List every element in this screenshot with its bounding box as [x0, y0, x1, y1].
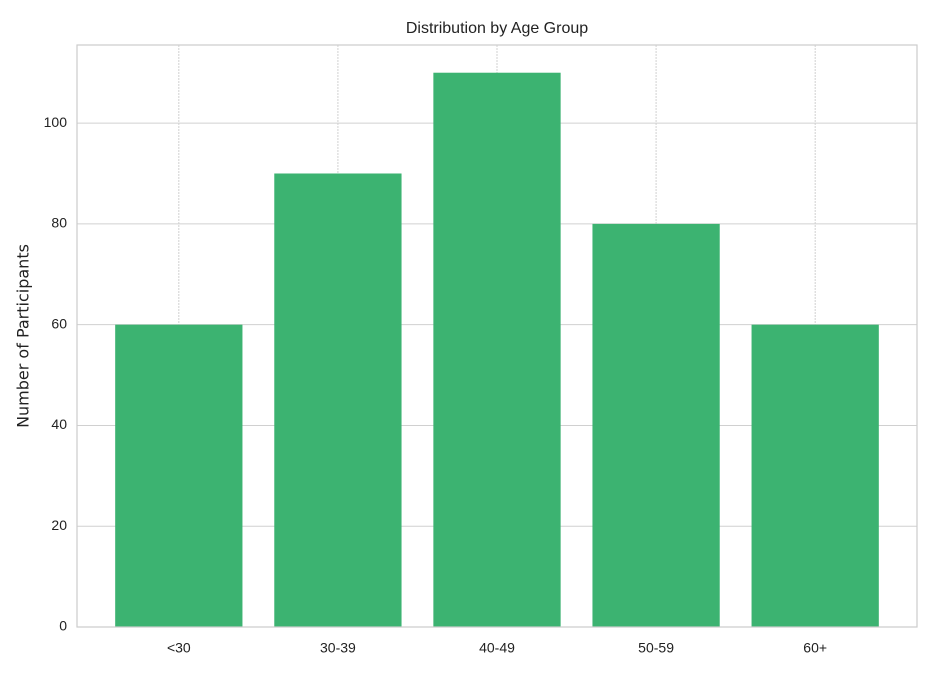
bar: [751, 324, 879, 627]
x-tick-label: 50-59: [638, 640, 674, 656]
bar: [433, 72, 561, 627]
bar: [592, 223, 720, 627]
bar: [274, 173, 402, 627]
y-tick-label: 80: [51, 215, 67, 231]
x-tick-label: 30-39: [320, 640, 356, 656]
y-tick-label: 60: [51, 315, 67, 331]
x-tick-label: <30: [167, 640, 191, 656]
y-axis-label: Number of Participants: [14, 244, 33, 428]
y-tick-label: 100: [44, 114, 68, 130]
bar: [115, 324, 243, 627]
x-tick-label: 60+: [803, 640, 827, 656]
plot-frame: [76, 44, 918, 628]
y-tick-label: 40: [51, 416, 67, 432]
x-tick-label: 40-49: [479, 640, 515, 656]
y-tick-label: 20: [51, 517, 67, 533]
y-tick-label: 0: [59, 618, 67, 634]
chart-title: Distribution by Age Group: [406, 20, 588, 37]
